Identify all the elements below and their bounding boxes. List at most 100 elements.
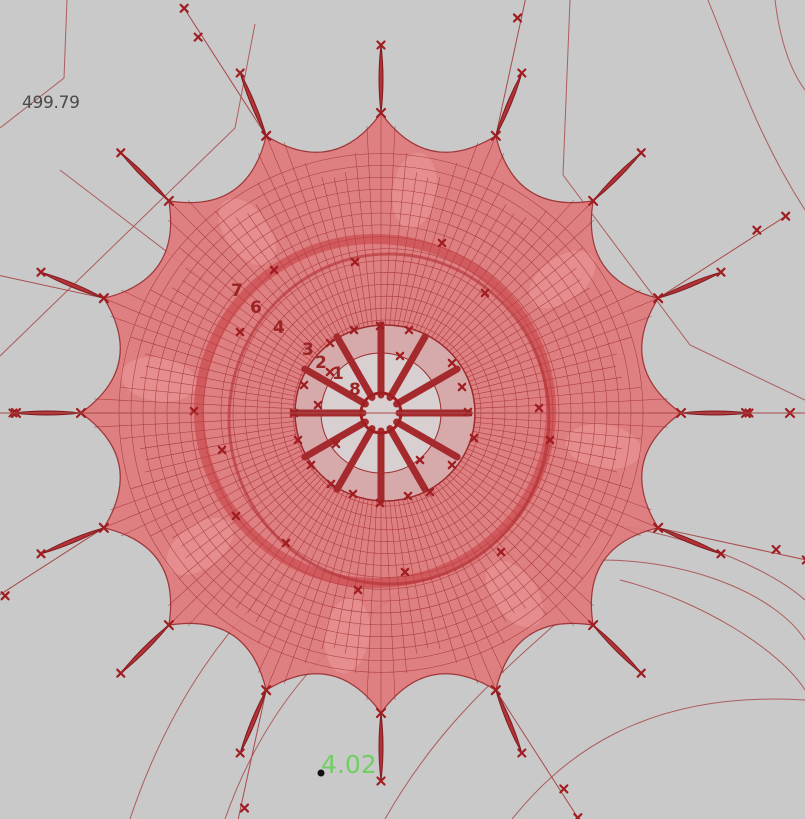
cross-marker-icon — [231, 511, 241, 521]
mesh-radial-line — [386, 153, 407, 352]
cross-marker-icon — [395, 351, 405, 361]
cross-marker-icon — [653, 522, 664, 533]
index-label-1: 1 — [332, 364, 344, 384]
cross-marker-icon — [325, 367, 335, 377]
anchor-cable — [183, 8, 267, 137]
mesh-radial-line — [304, 472, 364, 664]
mesh-radial-line — [144, 353, 321, 399]
cross-marker-icon — [350, 257, 360, 267]
cross-marker-icon — [457, 382, 467, 392]
mesh-radial-line — [130, 430, 322, 490]
cross-marker-icon — [349, 325, 359, 335]
cross-marker-icon — [293, 435, 303, 445]
index-label-8: 8 — [349, 380, 361, 400]
cross-marker-icon — [217, 445, 227, 455]
mesh-radial-line — [181, 447, 330, 547]
guide-curve — [0, 23, 256, 357]
anchor-cable — [495, 0, 526, 136]
mesh-radial-line — [145, 424, 321, 461]
mesh-radial-line — [395, 473, 441, 650]
mesh-radial-line — [412, 204, 507, 360]
cross-marker-icon — [299, 380, 309, 390]
mast-pylon — [378, 44, 384, 114]
mast-pylon — [239, 72, 267, 137]
mesh-radial-line — [417, 462, 527, 609]
mesh-radial-line — [420, 460, 547, 616]
cross-marker-icon — [375, 321, 385, 331]
cross-marker-icon — [480, 288, 490, 298]
cross-marker-icon — [496, 547, 506, 557]
cross-marker-icon — [588, 620, 599, 631]
mast-pylon — [495, 689, 523, 754]
guide-curve — [599, 559, 805, 641]
mast-pylon — [592, 152, 642, 202]
spoke — [386, 425, 429, 493]
mesh-radial-line — [389, 474, 417, 654]
spoke — [386, 333, 429, 401]
mesh-radial-line — [178, 247, 334, 374]
cross-marker-icon — [348, 489, 358, 499]
cross-marker-icon — [331, 439, 341, 449]
mast-pylon — [657, 271, 722, 299]
mesh-radial-line — [150, 441, 327, 537]
mesh-radial-line — [321, 176, 367, 353]
cross-marker-icon — [235, 327, 245, 337]
mesh-radial-line — [257, 467, 353, 644]
guide-curve — [384, 619, 561, 819]
cross-marker-icon — [490, 685, 501, 696]
mesh-radial-line — [257, 182, 353, 359]
mesh-radial-line — [417, 217, 527, 364]
mesh-radial-line — [235, 462, 345, 609]
anchor-cable — [657, 215, 786, 299]
dimension-label: 499.79 — [22, 93, 80, 113]
mesh-radial-line — [404, 135, 497, 356]
cross-marker-icon — [163, 195, 174, 206]
mesh-radial-line — [172, 444, 328, 539]
index-label-6: 6 — [250, 298, 262, 318]
cross-marker-icon — [281, 538, 291, 548]
anchor-cable — [658, 527, 805, 561]
cross-marker-icon — [517, 748, 527, 758]
mesh-radial-line — [215, 210, 342, 366]
mesh-radial-line — [398, 472, 458, 664]
mast-pylon — [378, 712, 384, 782]
mesh-radial-line — [121, 387, 320, 408]
cross-marker-icon — [116, 148, 126, 158]
mesh-radial-line — [392, 473, 429, 649]
cross-marker-icon — [353, 585, 363, 595]
mesh-radial-line — [428, 247, 584, 374]
cross-marker-icon — [261, 130, 272, 141]
cross-marker-icon — [235, 68, 245, 78]
guide-curve — [619, 579, 805, 691]
cross-marker-icon — [36, 549, 46, 559]
mesh-radial-line — [121, 418, 320, 439]
mesh-radial-line — [407, 468, 505, 673]
mesh-radial-line — [428, 452, 584, 579]
mesh-radial-line — [150, 289, 327, 385]
guide-curve — [707, 0, 805, 211]
mast-pylon — [592, 624, 642, 674]
mesh-radial-line — [255, 466, 350, 622]
mesh-radial-line — [247, 213, 347, 362]
mesh-radial-line — [438, 436, 659, 529]
index-label-7: 7 — [231, 281, 243, 301]
anchor-cable — [495, 689, 579, 818]
guide-curve — [0, 0, 68, 129]
cross-marker-icon — [375, 707, 387, 719]
cross-marker-icon — [716, 267, 726, 277]
cross-marker-icon — [636, 148, 646, 158]
mesh-radial-line — [440, 336, 632, 396]
mast-pylon — [495, 72, 523, 137]
mesh-radial-line — [442, 387, 641, 408]
cross-marker-icon — [313, 400, 323, 410]
cross-marker-icon — [490, 130, 501, 141]
cross-marker-icon — [447, 460, 457, 470]
mesh-radial-line — [355, 474, 376, 673]
cross-marker-icon — [376, 776, 386, 786]
cross-marker-icon — [235, 748, 245, 758]
spoke — [393, 418, 461, 461]
cross-marker-icon — [326, 479, 336, 489]
